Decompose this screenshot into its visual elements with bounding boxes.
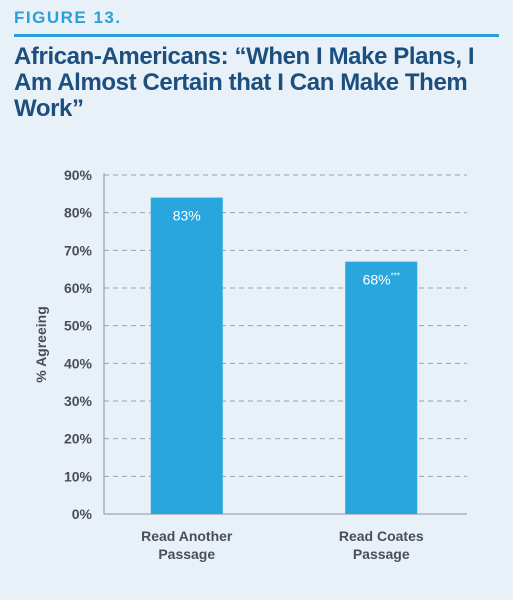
y-tick-label: 80%: [64, 205, 93, 221]
y-tick-label: 0%: [72, 506, 93, 522]
y-tick-label: 10%: [64, 468, 93, 484]
x-category-label: Passage: [158, 546, 215, 562]
title-rule: [14, 34, 499, 37]
bar: [150, 197, 223, 514]
chart-title: African-Americans: “When I Make Plans, I…: [14, 43, 475, 122]
y-tick-label: 20%: [64, 431, 93, 447]
bar: [345, 261, 418, 514]
data-label: 68%***: [363, 272, 400, 288]
data-label: 83%: [173, 208, 201, 224]
y-tick-label: 30%: [64, 393, 93, 409]
y-tick-label: 40%: [64, 355, 93, 371]
x-category-label: Read Coates: [339, 528, 424, 544]
x-category-label: Passage: [353, 546, 410, 562]
y-tick-label: 50%: [64, 318, 93, 334]
figure-label: FIGURE 13.: [14, 8, 122, 27]
y-tick-label: 60%: [64, 280, 93, 296]
y-tick-label: 70%: [64, 242, 93, 258]
significance-mark: ***: [391, 272, 400, 281]
y-axis-label: % Agreeing: [33, 306, 49, 383]
x-category-label: Read Another: [141, 528, 233, 544]
y-tick-label: 90%: [64, 167, 93, 183]
